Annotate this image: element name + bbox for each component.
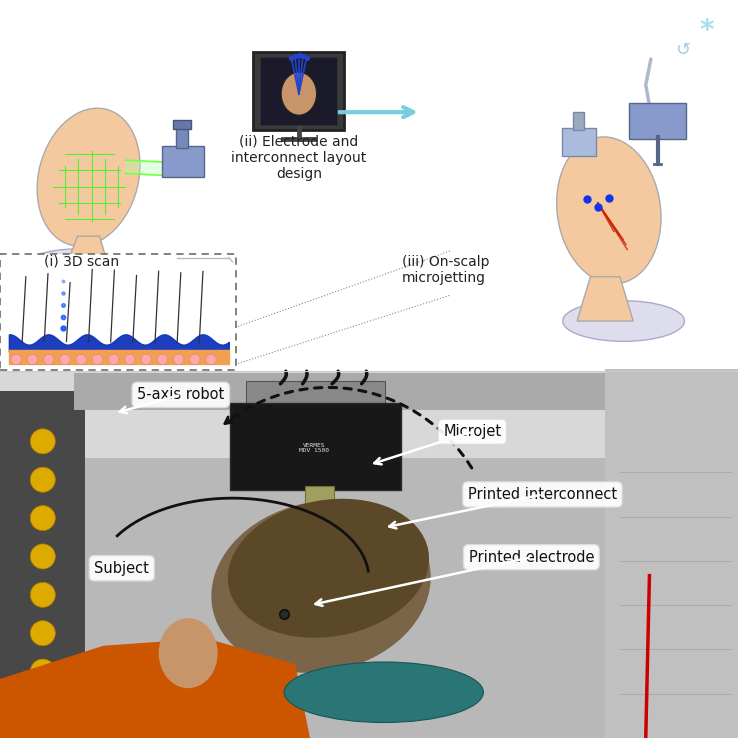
Ellipse shape — [281, 72, 317, 115]
FancyBboxPatch shape — [0, 371, 738, 738]
Circle shape — [206, 354, 216, 365]
Circle shape — [125, 354, 135, 365]
Ellipse shape — [37, 108, 140, 246]
Circle shape — [76, 354, 86, 365]
FancyBboxPatch shape — [230, 403, 401, 490]
Polygon shape — [0, 638, 310, 738]
Text: 5-axis robot: 5-axis robot — [137, 387, 224, 402]
Ellipse shape — [22, 249, 125, 290]
Circle shape — [190, 354, 200, 365]
Circle shape — [30, 621, 55, 646]
Circle shape — [173, 354, 184, 365]
FancyBboxPatch shape — [305, 486, 334, 544]
Polygon shape — [65, 236, 109, 269]
FancyBboxPatch shape — [173, 120, 191, 129]
Circle shape — [30, 544, 55, 569]
Circle shape — [60, 354, 70, 365]
FancyBboxPatch shape — [0, 371, 738, 458]
FancyBboxPatch shape — [0, 254, 236, 370]
FancyBboxPatch shape — [162, 146, 204, 177]
FancyBboxPatch shape — [573, 112, 584, 130]
FancyBboxPatch shape — [0, 391, 85, 708]
FancyBboxPatch shape — [629, 103, 686, 139]
Text: *: * — [700, 17, 714, 45]
Text: Microjet: Microjet — [444, 424, 501, 439]
Circle shape — [11, 354, 21, 365]
Text: (iii) On-scalp
microjetting: (iii) On-scalp microjetting — [402, 255, 490, 285]
Circle shape — [30, 659, 55, 684]
Text: (ii) Electrode and
interconnect layout
design: (ii) Electrode and interconnect layout d… — [231, 134, 367, 181]
FancyBboxPatch shape — [0, 0, 738, 369]
Circle shape — [30, 506, 55, 531]
FancyBboxPatch shape — [605, 369, 738, 738]
Text: Printed electrode: Printed electrode — [469, 550, 594, 565]
FancyBboxPatch shape — [246, 381, 385, 407]
Polygon shape — [577, 277, 633, 321]
Circle shape — [30, 429, 55, 454]
Ellipse shape — [159, 618, 218, 688]
Circle shape — [141, 354, 151, 365]
Text: (i) 3D scan: (i) 3D scan — [44, 255, 120, 269]
Circle shape — [157, 354, 168, 365]
Ellipse shape — [228, 499, 429, 638]
Ellipse shape — [562, 301, 685, 341]
Text: Printed interconnect: Printed interconnect — [468, 487, 617, 502]
FancyBboxPatch shape — [74, 373, 627, 410]
Circle shape — [92, 354, 103, 365]
Ellipse shape — [211, 500, 431, 673]
FancyBboxPatch shape — [176, 128, 188, 148]
Ellipse shape — [556, 137, 661, 284]
Text: Subject: Subject — [94, 561, 149, 576]
FancyBboxPatch shape — [562, 128, 596, 156]
Circle shape — [30, 582, 55, 607]
FancyBboxPatch shape — [260, 57, 337, 125]
Text: VERMES
MDV 1500: VERMES MDV 1500 — [299, 443, 328, 453]
Circle shape — [108, 354, 119, 365]
FancyBboxPatch shape — [253, 52, 344, 130]
Circle shape — [30, 467, 55, 492]
Text: ↺: ↺ — [675, 41, 690, 59]
Ellipse shape — [284, 662, 483, 723]
Circle shape — [27, 354, 38, 365]
Circle shape — [44, 354, 54, 365]
